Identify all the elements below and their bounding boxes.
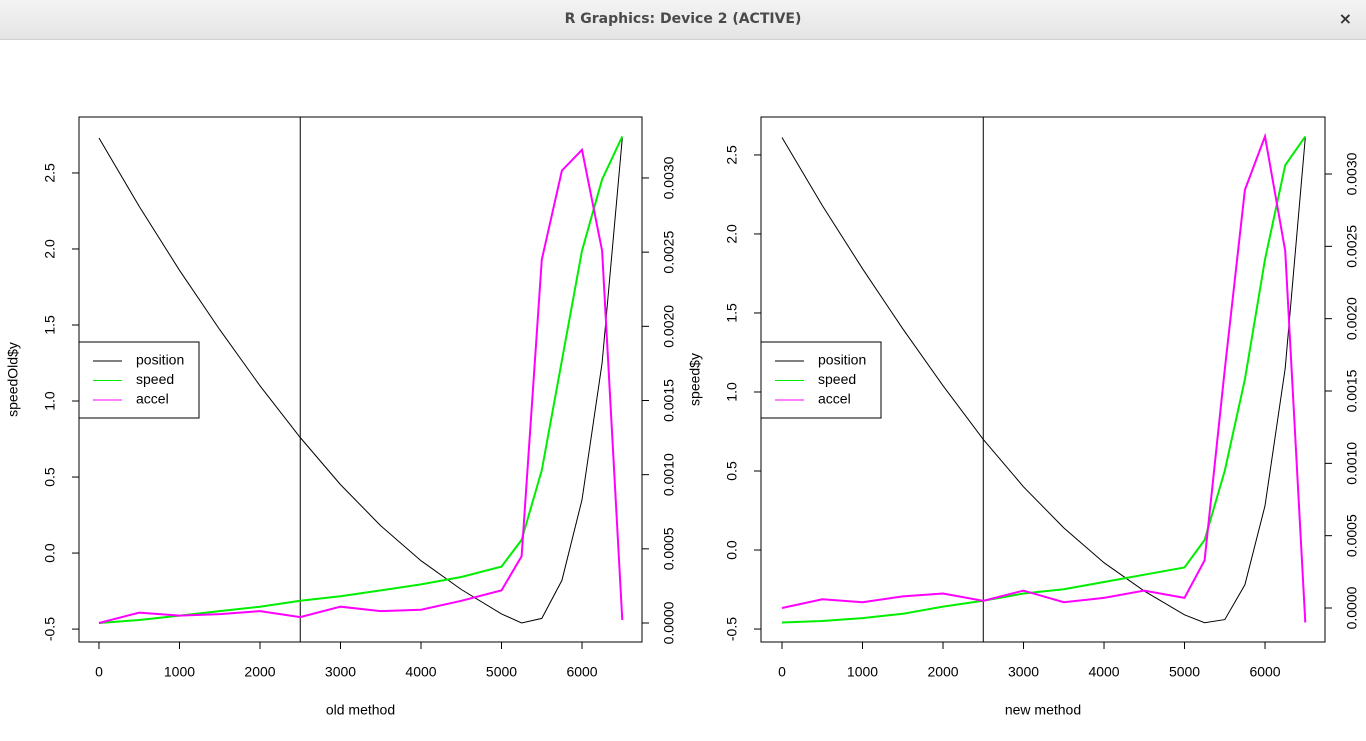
- legend-label: accel: [136, 391, 169, 407]
- series-line: [98, 135, 624, 624]
- y-tick-label: 0.0: [42, 543, 58, 563]
- x-tick-label: 4000: [405, 664, 436, 680]
- y2-tick-label: 0.0025: [1344, 225, 1360, 268]
- x-axis-label: old method: [326, 702, 395, 718]
- series-line: [781, 137, 1306, 624]
- y2-tick-label: 0.0010: [661, 453, 677, 496]
- y2-tick-label: 0.0000: [1344, 586, 1360, 629]
- legend-label: accel: [818, 391, 851, 407]
- x-tick-label: 0: [778, 664, 786, 680]
- x-tick-label: 2000: [927, 664, 958, 680]
- x-tick-label: 1000: [164, 664, 195, 680]
- x-tick-label: 6000: [566, 664, 597, 680]
- title-bar: R Graphics: Device 2 (ACTIVE) ×: [0, 0, 1366, 40]
- x-tick-label: 3000: [325, 664, 356, 680]
- y-tick-label: 1.5: [42, 315, 58, 335]
- y-tick-label: 2.0: [724, 224, 740, 244]
- y-tick-label: 1.5: [724, 303, 740, 323]
- series-line: [781, 135, 1307, 624]
- y2-tick-label: 0.0000: [661, 601, 677, 644]
- y2-tick-label: 0.0025: [661, 231, 677, 274]
- y-tick-label: 0.0: [724, 540, 740, 560]
- y-tick-label: 1.0: [724, 382, 740, 402]
- legend-label: speed: [136, 371, 174, 387]
- y2-tick-label: 0.0030: [1344, 152, 1360, 195]
- y2-tick-label: 0.0005: [1344, 514, 1360, 557]
- y-tick-label: 0.5: [724, 461, 740, 481]
- series-line: [98, 147, 624, 624]
- close-button[interactable]: ×: [1338, 9, 1352, 28]
- legend-label: speed: [818, 371, 856, 387]
- y2-tick-label: 0.0015: [1344, 369, 1360, 412]
- x-tick-label: 3000: [1008, 664, 1039, 680]
- y-tick-label: 0.5: [42, 467, 58, 487]
- y-tick-label: 2.5: [724, 145, 740, 165]
- x-tick-label: 0: [95, 664, 103, 680]
- y2-tick-label: 0.0015: [661, 379, 677, 422]
- x-axis-label: new method: [1005, 702, 1081, 718]
- x-tick-label: 6000: [1249, 664, 1280, 680]
- series-line: [781, 132, 1307, 623]
- y-tick-label: -0.5: [724, 617, 740, 641]
- x-tick-label: 5000: [1169, 664, 1200, 680]
- window-title: R Graphics: Device 2 (ACTIVE): [564, 11, 802, 27]
- y2-tick-label: 0.0020: [1344, 297, 1360, 340]
- y-tick-label: 2.0: [42, 239, 58, 259]
- plots: 0 1000 2000 3000 4000 5000 6000 -0.5 0.0 0.5 1.0 1.…: [5, 116, 1360, 718]
- y-tick-label: -0.5: [42, 617, 58, 641]
- y-tick-label: 1.0: [42, 391, 58, 411]
- x-tick-label: 4000: [1088, 664, 1119, 680]
- legend-label: position: [818, 352, 866, 368]
- y-axis-label: speed$y: [687, 353, 703, 406]
- x-tick-label: 5000: [486, 664, 517, 680]
- x-tick-label: 1000: [847, 664, 878, 680]
- legend-label: position: [136, 352, 184, 368]
- y2-tick-label: 0.0010: [1344, 442, 1360, 485]
- y-tick-label: 2.5: [42, 163, 58, 183]
- y2-tick-label: 0.0005: [661, 527, 677, 570]
- series-line: [98, 137, 623, 624]
- x-tick-label: 2000: [244, 664, 275, 680]
- y2-tick-label: 0.0020: [661, 305, 677, 348]
- y-axis-label: speedOld$y: [5, 342, 21, 417]
- y2-tick-label: 0.0030: [661, 156, 677, 199]
